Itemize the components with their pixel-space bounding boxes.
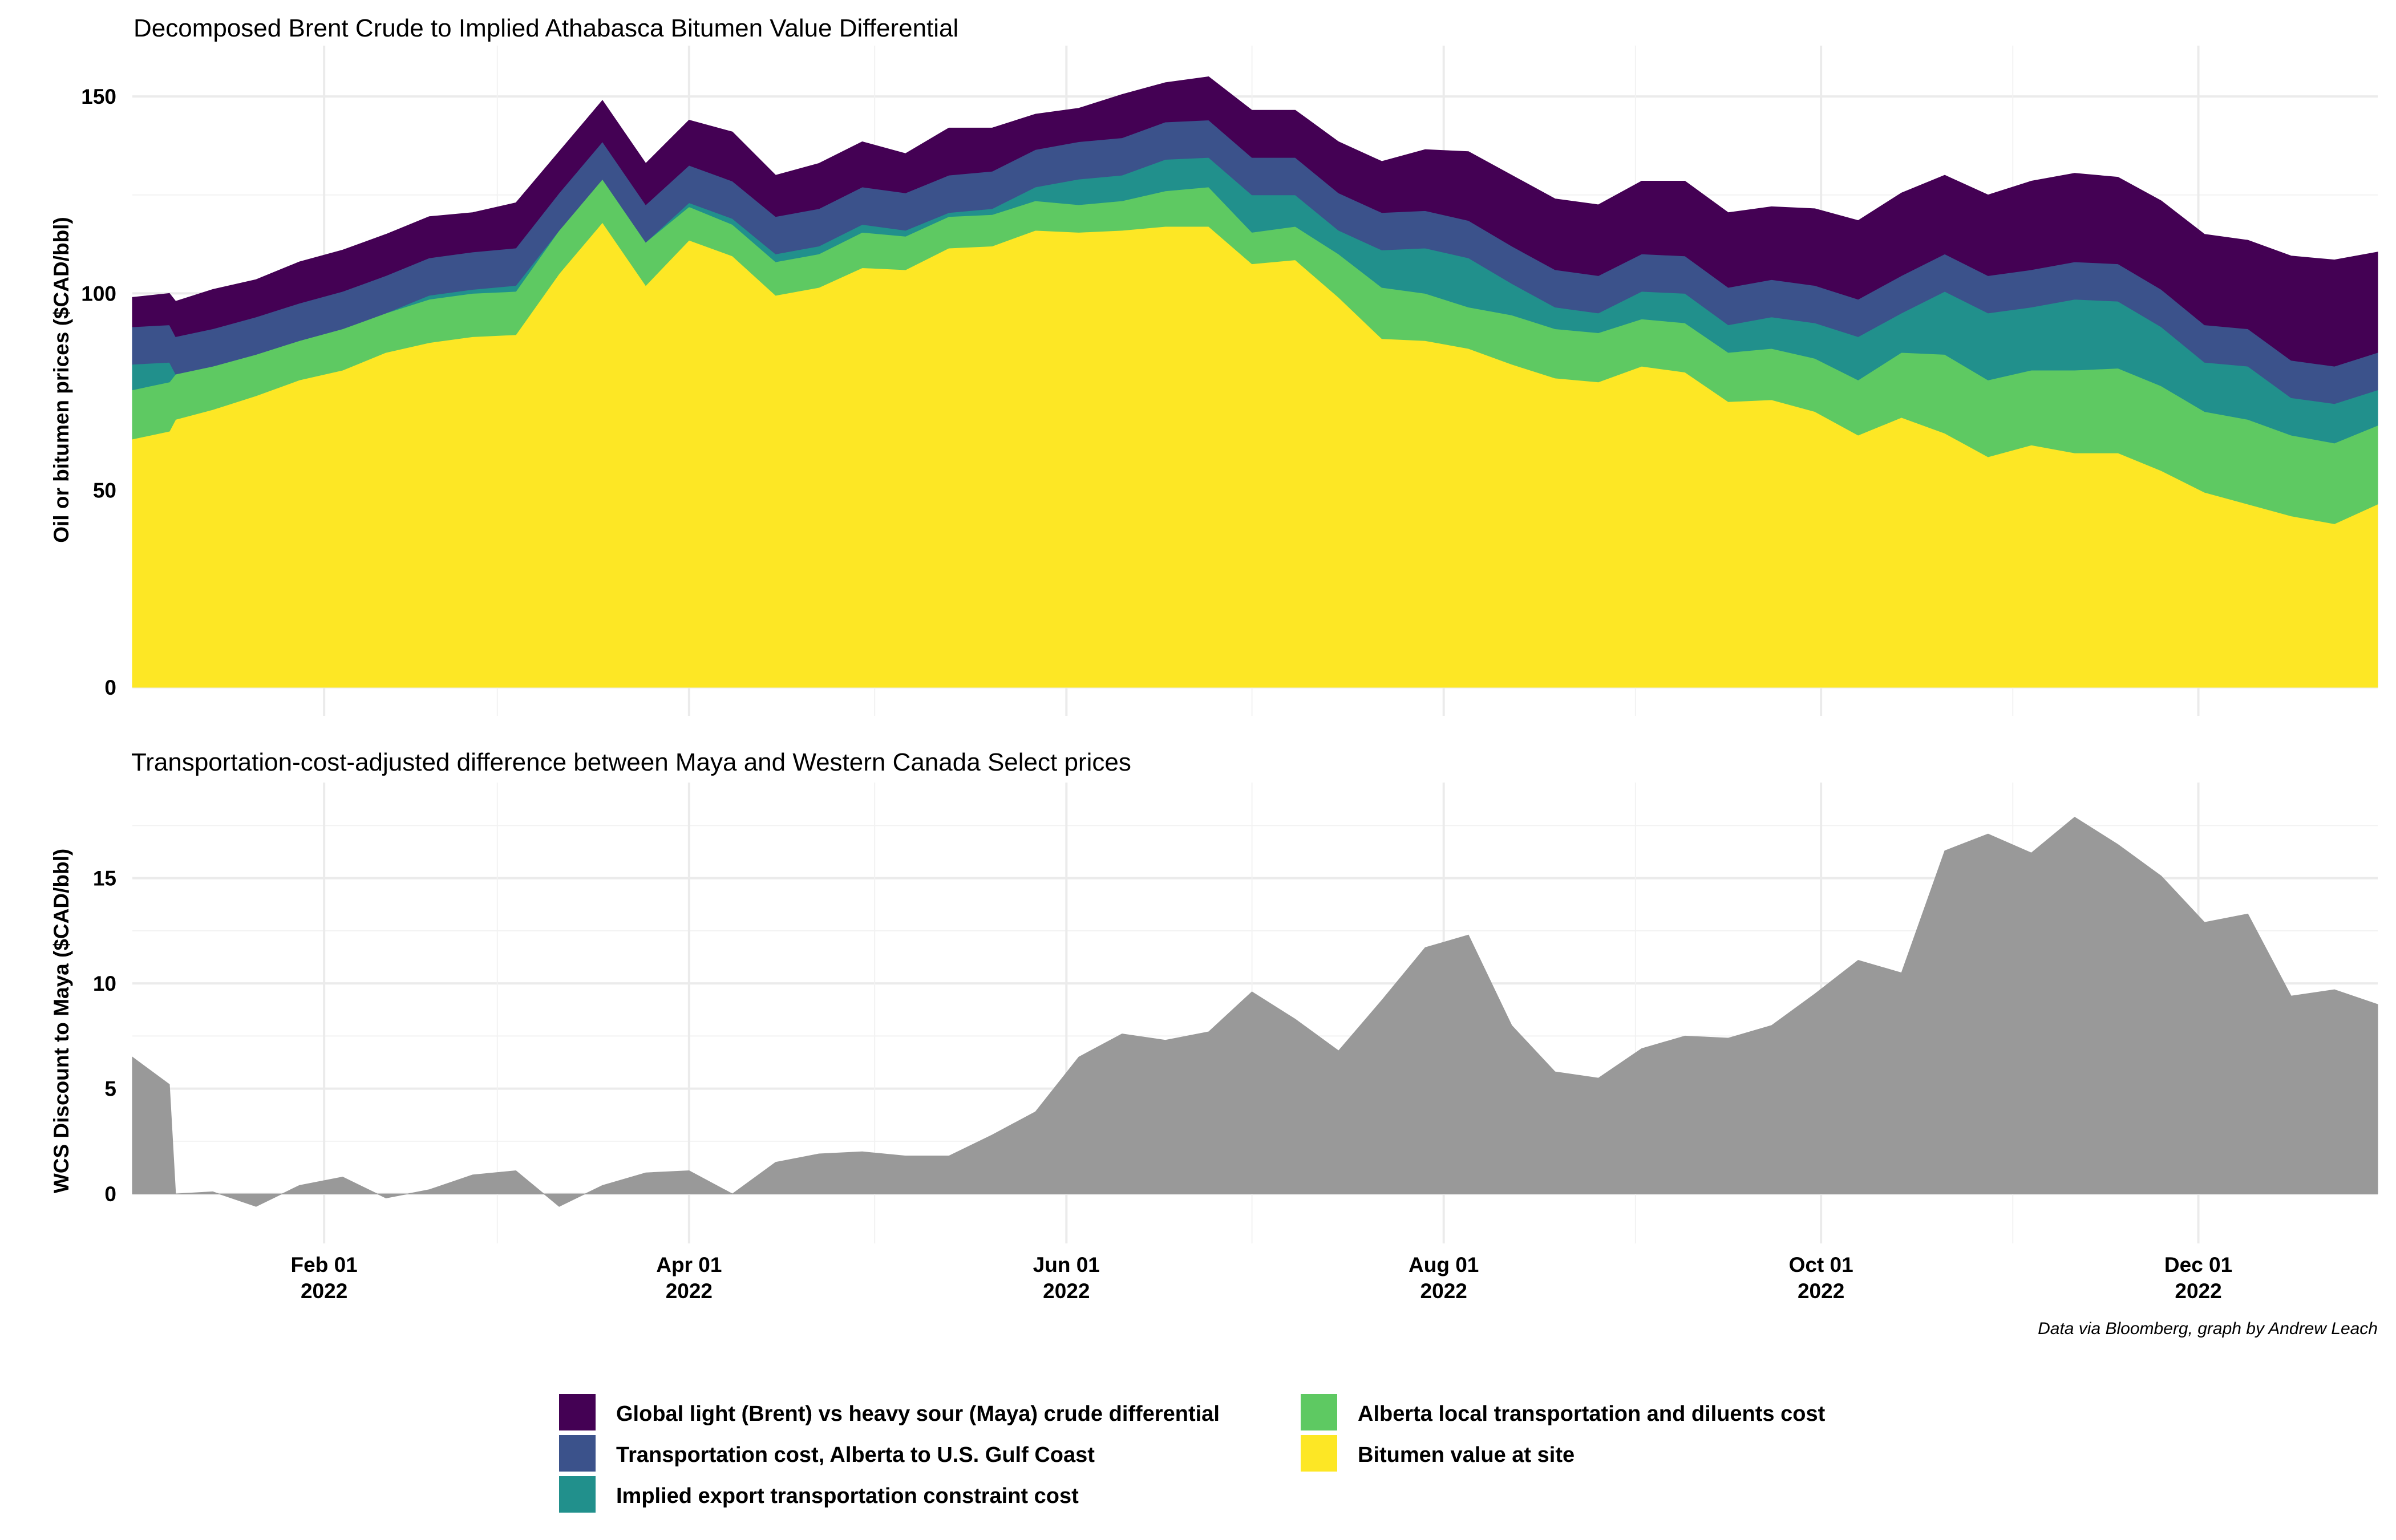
x-tick-label: Feb 01 xyxy=(291,1253,358,1276)
x-tick-label: Apr 01 xyxy=(656,1253,722,1276)
x-tick-year-label: 2022 xyxy=(301,1279,347,1303)
legend-item-global-light-brent-vs-heavy-sour-maya-crude-differential: Global light (Brent) vs heavy sour (Maya… xyxy=(559,1394,1220,1430)
bottom-y-tick-label: 10 xyxy=(93,972,116,995)
x-tick-label: Oct 01 xyxy=(1789,1253,1853,1276)
x-tick-label: Jun 01 xyxy=(1033,1253,1100,1276)
top-stacked-areas xyxy=(132,76,2378,688)
top-y-tick-label: 100 xyxy=(81,282,116,305)
top-chart-title: Decomposed Brent Crude to Implied Athaba… xyxy=(133,14,958,42)
legend-swatch xyxy=(559,1435,596,1472)
legend-label: Transportation cost, Alberta to U.S. Gul… xyxy=(616,1443,1095,1467)
legend-swatch xyxy=(559,1476,596,1513)
bottom-y-tick-labels: 0 5 10 15 xyxy=(93,867,116,1206)
x-tick-label: Aug 01 xyxy=(1409,1253,1479,1276)
caption: Data via Bloomberg, graph by Andrew Leac… xyxy=(2038,1319,2378,1338)
top-y-tick-label: 0 xyxy=(104,676,116,699)
legend-item-alberta-local-transportation-and-diluents-cost: Alberta local transportation and diluent… xyxy=(1301,1394,1826,1430)
legend-swatch xyxy=(1301,1394,1337,1430)
x-tick-labels: Feb 01 2022 Apr 01 2022 Jun 01 2022 Aug 01 2022… xyxy=(291,1253,2233,1303)
bottom-panel: 0 5 10 15 Transportation-cost-adjusted diff… xyxy=(50,748,2378,1243)
top-y-tick-label: 50 xyxy=(93,479,116,502)
legend: Global light (Brent) vs heavy sour (Maya… xyxy=(559,1394,1826,1513)
area-global-light-brent-vs-heavy-sour-maya-crude-differential xyxy=(132,76,2378,367)
top-y-tick-labels: 0 50 100 150 xyxy=(81,85,116,699)
legend-swatch xyxy=(1301,1435,1337,1472)
x-tick-year-label: 2022 xyxy=(2175,1279,2221,1303)
x-tick-year-label: 2022 xyxy=(666,1279,713,1303)
top-panel: 0 50 100 150 Decomposed Brent Crude to Impl… xyxy=(50,14,2378,716)
legend-item-transportation-cost-alberta-to-u-s-gulf-coast: Transportation cost, Alberta to U.S. Gul… xyxy=(559,1435,1095,1472)
legend-label: Implied export transportation constraint… xyxy=(616,1484,1079,1508)
x-tick-label: Dec 01 xyxy=(2164,1253,2232,1276)
legend-label: Global light (Brent) vs heavy sour (Maya… xyxy=(616,1402,1220,1426)
bottom-y-tick-label: 0 xyxy=(104,1182,116,1206)
legend-label: Bitumen value at site xyxy=(1358,1443,1575,1467)
legend-item-bitumen-value-at-site: Bitumen value at site xyxy=(1301,1435,1575,1472)
legend-swatch xyxy=(559,1394,596,1430)
bottom-area xyxy=(132,816,2378,1207)
legend-label: Alberta local transportation and diluent… xyxy=(1358,1402,1826,1426)
top-y-axis-title: Oil or bitumen prices ($CAD/bbl) xyxy=(50,217,73,543)
bottom-y-tick-label: 15 xyxy=(93,867,116,890)
top-y-tick-label: 150 xyxy=(81,85,116,108)
bottom-y-tick-label: 5 xyxy=(104,1077,116,1101)
x-tick-year-label: 2022 xyxy=(1798,1279,1844,1303)
x-tick-year-label: 2022 xyxy=(1043,1279,1090,1303)
bottom-y-axis-title: WCS Discount to Maya ($CAD/bbl) xyxy=(50,849,73,1193)
x-tick-year-label: 2022 xyxy=(1420,1279,1467,1303)
legend-item-implied-export-transportation-constraint-cost: Implied export transportation constraint… xyxy=(559,1476,1079,1513)
bottom-chart-title: Transportation-cost-adjusted difference … xyxy=(131,748,1131,776)
wcs-discount-area xyxy=(132,816,2378,1207)
